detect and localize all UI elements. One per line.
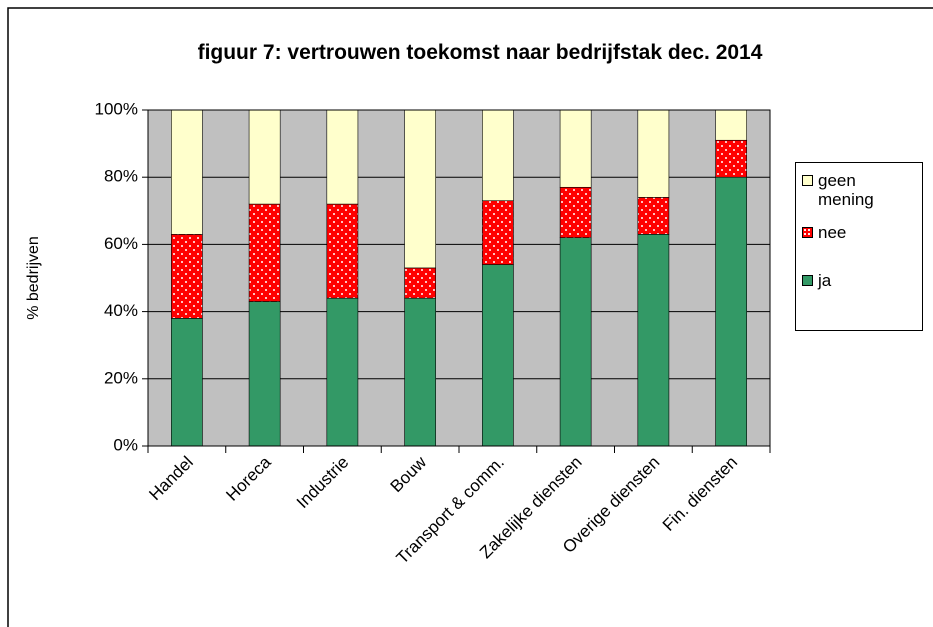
bar-segment bbox=[171, 318, 203, 447]
y-tick-label: 20% bbox=[104, 368, 138, 387]
bar-segment bbox=[404, 267, 436, 299]
bar-segment bbox=[637, 109, 670, 198]
legend-label: geen mening bbox=[818, 171, 874, 209]
legend-swatch bbox=[802, 227, 813, 238]
legend-swatch bbox=[802, 275, 813, 286]
bar-segment bbox=[637, 197, 670, 235]
bar-segment bbox=[326, 109, 359, 205]
bar-segment bbox=[559, 109, 592, 188]
bar-segment bbox=[482, 109, 514, 202]
legend-item: geen mening bbox=[802, 171, 912, 209]
y-tick-label: 40% bbox=[104, 301, 138, 320]
legend-swatch bbox=[802, 175, 813, 186]
y-tick-label: 100% bbox=[95, 99, 138, 118]
bar-segment bbox=[326, 203, 359, 299]
bar-segment bbox=[404, 109, 436, 269]
legend-label: nee bbox=[818, 223, 847, 242]
bar-segment bbox=[637, 234, 670, 447]
bar-segment bbox=[171, 109, 203, 235]
y-tick-label: 0% bbox=[113, 435, 138, 454]
bar-segment bbox=[326, 297, 359, 447]
bar-segment bbox=[171, 234, 203, 319]
legend-item: nee bbox=[802, 223, 912, 242]
y-axis-label: % bedrijven bbox=[25, 236, 42, 320]
bar-segment bbox=[715, 109, 747, 141]
legend: geen mening nee ja bbox=[795, 162, 923, 331]
bar-segment bbox=[248, 109, 281, 205]
chart-title: figuur 7: vertrouwen toekomst naar bedri… bbox=[197, 41, 763, 64]
y-tick-label: 80% bbox=[104, 167, 138, 186]
bar-segment bbox=[482, 200, 514, 265]
legend-label: ja bbox=[818, 271, 832, 290]
bar-segment bbox=[715, 176, 747, 447]
bar-segment bbox=[559, 186, 592, 238]
bar-segment bbox=[248, 301, 281, 447]
plot-area bbox=[148, 110, 770, 446]
bar-segment bbox=[482, 264, 514, 447]
bar-segment bbox=[559, 237, 592, 447]
y-tick-label: 60% bbox=[104, 234, 138, 253]
bar-segment bbox=[404, 297, 436, 447]
bar-segment bbox=[715, 139, 747, 178]
legend-item: ja bbox=[802, 271, 912, 290]
plot-border bbox=[147, 109, 771, 447]
bar-segment bbox=[248, 203, 281, 302]
